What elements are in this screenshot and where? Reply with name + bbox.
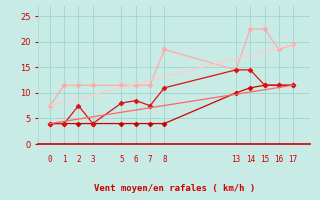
X-axis label: Vent moyen/en rafales ( km/h ): Vent moyen/en rafales ( km/h ) <box>94 184 255 193</box>
